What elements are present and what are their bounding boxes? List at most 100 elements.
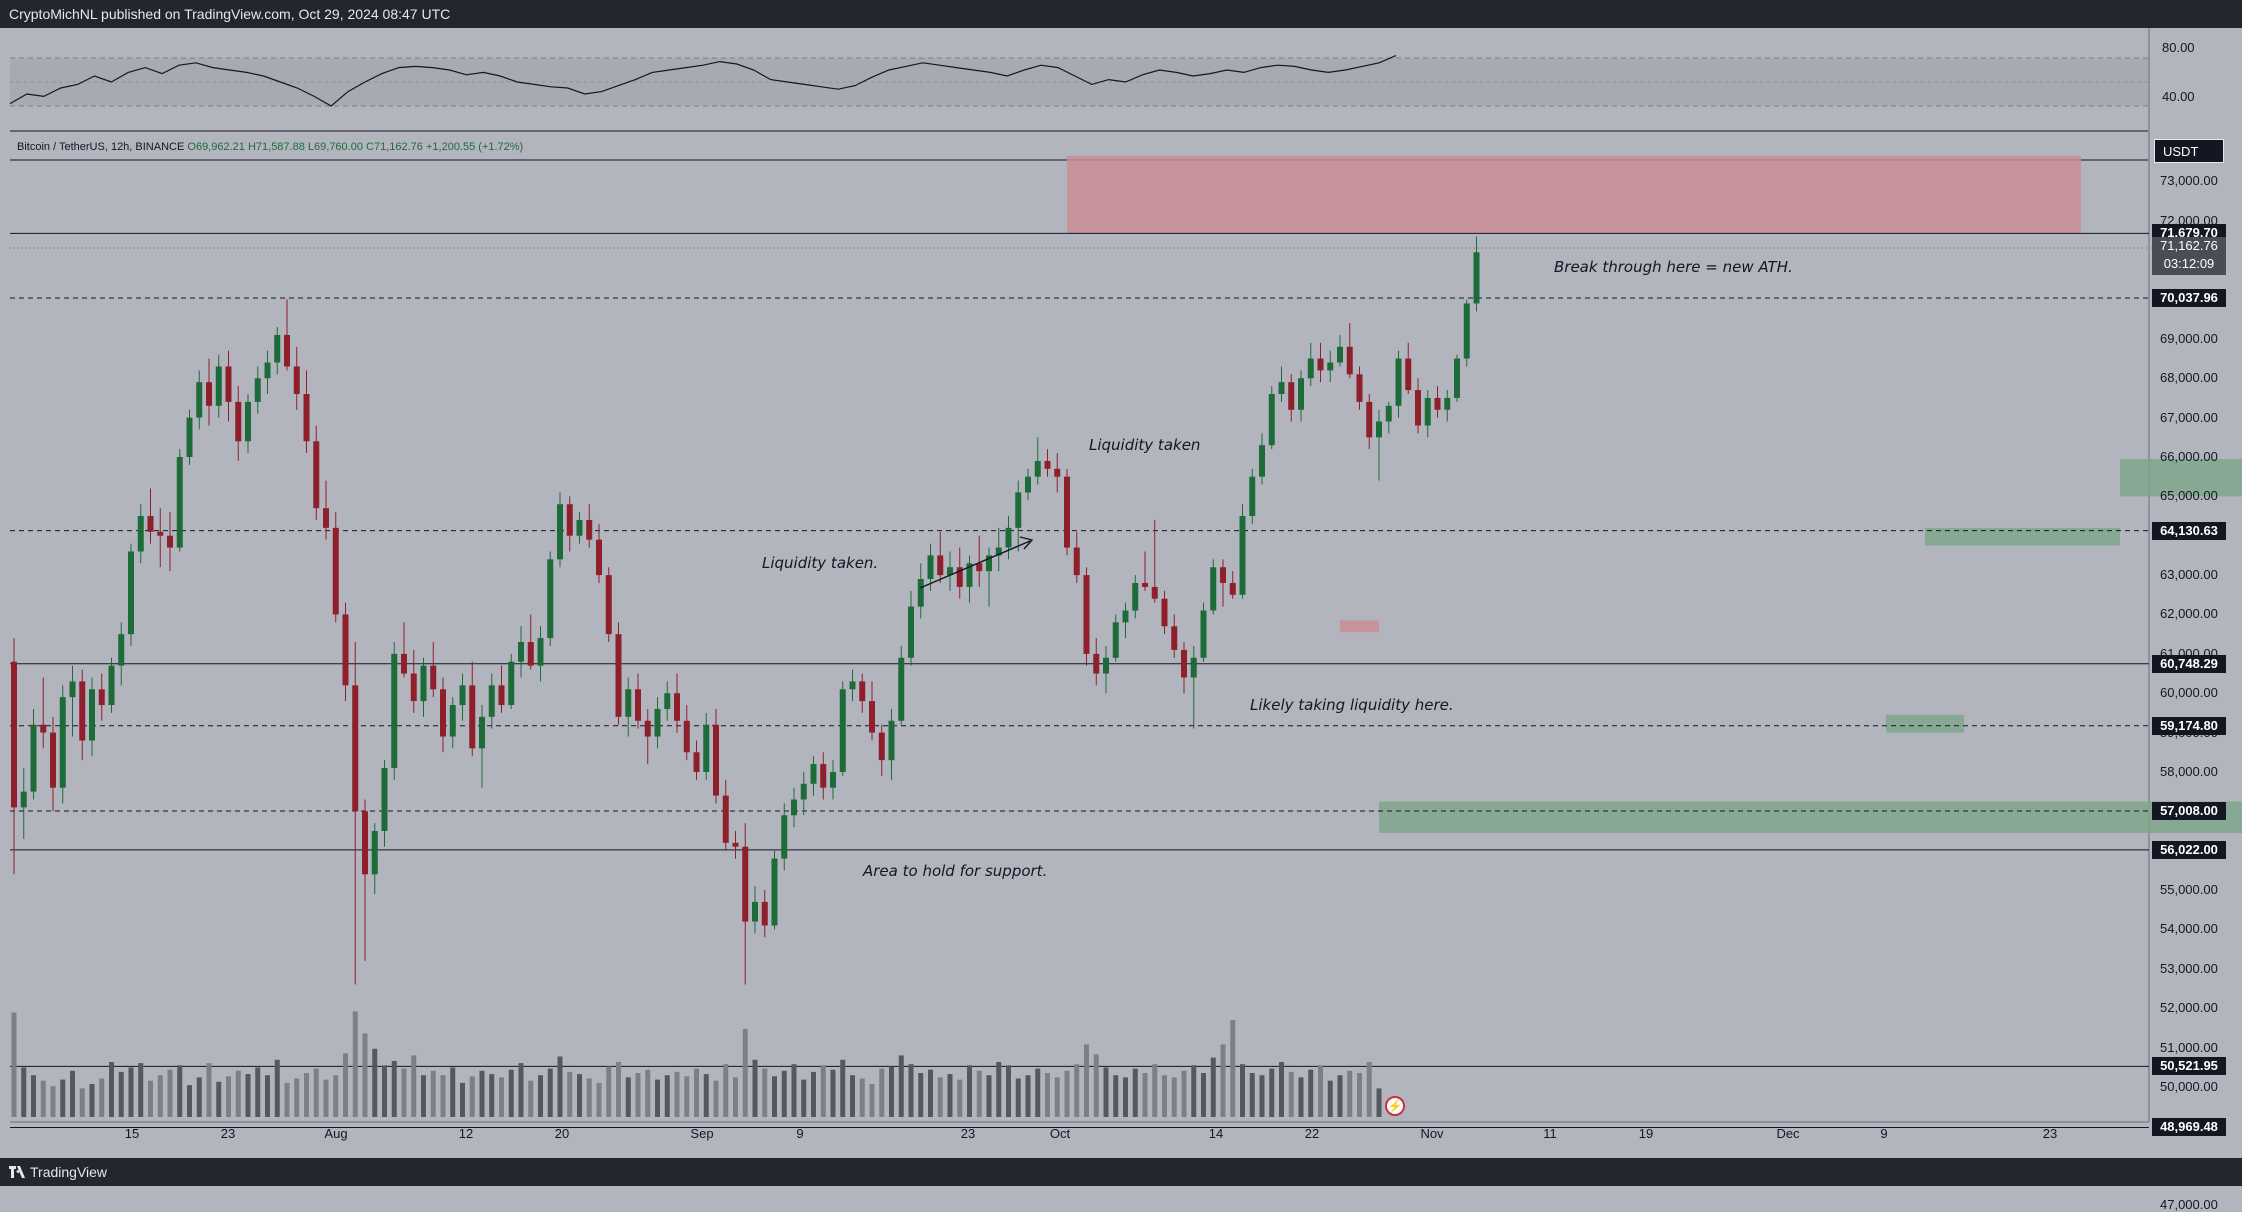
publish-info: CryptoMichNL published on TradingView.co… bbox=[9, 6, 451, 22]
volume-bar bbox=[547, 1068, 553, 1117]
symbol-legend: Bitcoin / TetherUS, 12h, BINANCE O69,962… bbox=[17, 141, 523, 153]
candle bbox=[1307, 342, 1314, 387]
volume-bar bbox=[947, 1074, 953, 1117]
rsi-band bbox=[10, 58, 2148, 106]
volume-bar bbox=[177, 1065, 183, 1117]
volume-bar bbox=[616, 1062, 621, 1117]
candle-body bbox=[1073, 547, 1080, 576]
candle bbox=[1161, 590, 1168, 635]
volume-bar bbox=[889, 1066, 894, 1117]
candle-body bbox=[157, 531, 164, 536]
volume-bar bbox=[859, 1078, 865, 1117]
volume-bar bbox=[508, 1069, 514, 1117]
candle-body bbox=[1434, 397, 1441, 410]
volume-bar bbox=[1132, 1068, 1138, 1117]
candle-body bbox=[1142, 582, 1148, 587]
candle-body bbox=[69, 681, 76, 698]
candle bbox=[917, 563, 924, 619]
volume-bar bbox=[372, 1048, 378, 1117]
volume-bar bbox=[362, 1033, 368, 1117]
candle-body bbox=[693, 752, 700, 772]
volume-bar bbox=[879, 1068, 885, 1117]
time-tick: 20 bbox=[554, 1126, 570, 1141]
rsi-tick-80: 80.00 bbox=[2162, 40, 2195, 55]
candle bbox=[791, 787, 797, 828]
candle bbox=[254, 366, 261, 414]
candle-body bbox=[1005, 527, 1012, 548]
volume-bar bbox=[226, 1076, 231, 1117]
candle-body bbox=[430, 665, 437, 690]
candle bbox=[1210, 559, 1217, 615]
volume-bar bbox=[918, 1073, 924, 1117]
volume-bar bbox=[869, 1084, 875, 1117]
volume-bar bbox=[284, 1082, 290, 1117]
candle-body bbox=[527, 642, 534, 666]
candle-body bbox=[196, 382, 203, 418]
price-tick: 60,000.00 bbox=[2160, 685, 2218, 701]
candle-body bbox=[206, 382, 212, 406]
tradingview-logo[interactable]: TradingView bbox=[9, 1158, 107, 1186]
volume-bar bbox=[898, 1055, 904, 1117]
candle bbox=[1200, 602, 1207, 662]
candle bbox=[1025, 468, 1031, 501]
candle bbox=[1142, 551, 1148, 591]
time-tick: Nov bbox=[1420, 1126, 1444, 1141]
candle bbox=[1181, 642, 1187, 694]
candle bbox=[869, 681, 875, 741]
candle-body bbox=[1327, 362, 1334, 371]
candle-body bbox=[927, 555, 934, 580]
level-tag-8: 48,969.48 bbox=[2152, 1118, 2226, 1137]
candle-body bbox=[742, 846, 749, 922]
candle bbox=[1151, 519, 1158, 603]
volume-bar bbox=[21, 1067, 27, 1117]
candle bbox=[235, 386, 242, 461]
price-chart[interactable] bbox=[0, 28, 2242, 1158]
current-price-tag: 71,162.76 03:12:09 bbox=[2152, 237, 2226, 275]
candle-body bbox=[1132, 582, 1139, 611]
candle bbox=[469, 661, 476, 757]
candle-body bbox=[1366, 401, 1373, 438]
alert-icon[interactable]: ⚡ bbox=[1385, 1096, 1405, 1116]
volume-bar bbox=[1337, 1075, 1343, 1117]
volume-bar bbox=[742, 1029, 748, 1117]
candle-body bbox=[615, 634, 622, 717]
currency-button[interactable]: USDT bbox=[2154, 139, 2224, 163]
volume-bar bbox=[440, 1075, 446, 1117]
candle bbox=[888, 708, 895, 780]
candle bbox=[293, 346, 300, 410]
level-tag-6: 56,022.00 bbox=[2152, 840, 2226, 859]
volume-bar bbox=[1064, 1070, 1070, 1117]
candle-body bbox=[332, 527, 339, 615]
tradingview-logo-icon bbox=[9, 1166, 25, 1178]
candle-body bbox=[908, 606, 914, 658]
candle bbox=[976, 535, 983, 587]
candle bbox=[703, 712, 710, 780]
volume-bar bbox=[586, 1078, 592, 1117]
candle-body bbox=[1044, 460, 1051, 469]
candle bbox=[118, 622, 125, 686]
candle bbox=[878, 724, 885, 776]
candle-body bbox=[147, 516, 154, 532]
candle-body bbox=[791, 799, 797, 816]
candle-body bbox=[59, 697, 66, 788]
volume-bar bbox=[820, 1065, 826, 1117]
candle-body bbox=[508, 661, 515, 706]
candle bbox=[1463, 299, 1470, 367]
candle bbox=[1268, 386, 1275, 450]
candle-body bbox=[391, 653, 398, 769]
volume-bar bbox=[1093, 1054, 1099, 1117]
candle bbox=[1122, 602, 1129, 639]
candle bbox=[625, 677, 632, 737]
candle bbox=[147, 488, 154, 544]
candle bbox=[391, 642, 398, 780]
volume-bar bbox=[723, 1064, 729, 1117]
time-tick: 15 bbox=[124, 1126, 140, 1141]
candle bbox=[1376, 409, 1382, 481]
candle-body bbox=[1385, 405, 1392, 422]
rsi-line bbox=[9, 55, 1397, 107]
candle-body bbox=[215, 366, 222, 406]
candle-body bbox=[1454, 358, 1460, 398]
volume-bar bbox=[557, 1056, 563, 1117]
candle bbox=[1366, 393, 1373, 450]
candle bbox=[1220, 559, 1226, 607]
